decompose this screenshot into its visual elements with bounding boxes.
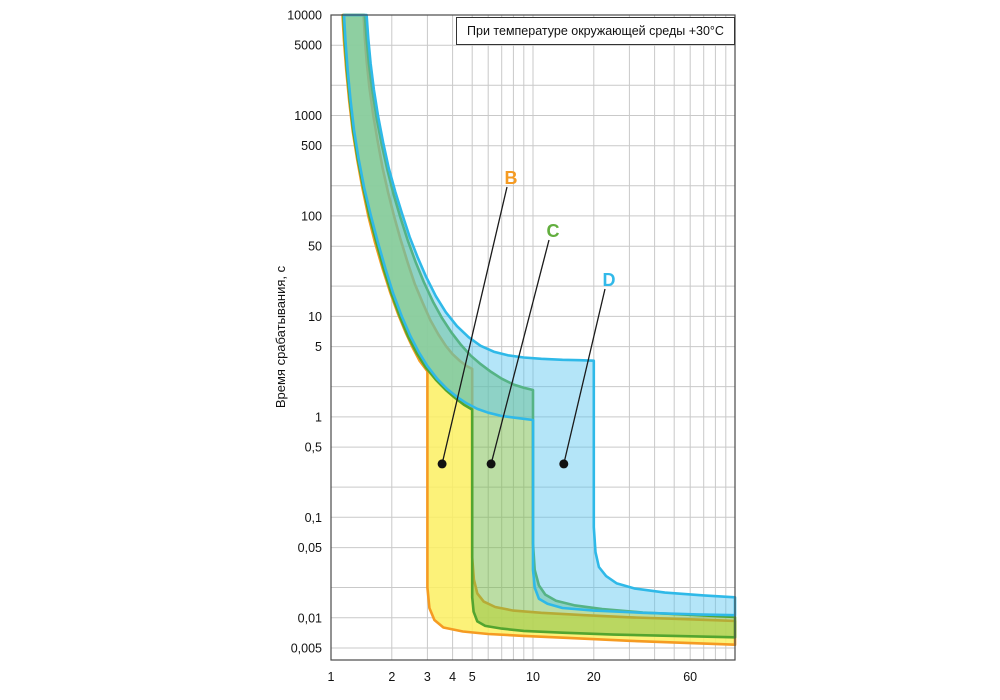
series-label-B: B	[505, 168, 518, 188]
x-tick-label: 1	[328, 670, 335, 684]
x-tick-label: 20	[587, 670, 601, 684]
y-tick-label: 0,05	[298, 541, 322, 555]
leader-line-B	[441, 186, 508, 465]
y-axis-title: Время срабатывания, с	[273, 265, 288, 409]
trip-band-D	[342, 13, 737, 617]
y-tick-label: 0,1	[305, 511, 322, 525]
series-annotations: B C D	[437, 168, 616, 469]
x-tick-label: 3	[424, 670, 431, 684]
y-tick-label: 1000	[294, 109, 322, 123]
leader-line-D	[563, 288, 606, 465]
x-tick-label: 5	[469, 670, 476, 684]
y-tick-label: 1	[315, 410, 322, 424]
y-tick-label: 10000	[287, 9, 322, 23]
x-tick-label: 4	[449, 670, 456, 684]
y-tick-label: 0,005	[291, 642, 322, 656]
marker-dot-D	[559, 459, 569, 469]
y-tick-label: 10	[308, 310, 322, 324]
y-tick-label: 500	[301, 139, 322, 153]
y-tick-label: 50	[308, 240, 322, 254]
x-tick-label: 10	[526, 670, 540, 684]
y-tick-label: 100	[301, 209, 322, 223]
leader-line-C	[490, 239, 550, 465]
series-label-D: D	[603, 270, 616, 290]
series-label-C: C	[547, 221, 560, 241]
y-tick-label: 0,01	[298, 611, 322, 625]
marker-dot-B	[437, 459, 447, 469]
plot-border	[330, 14, 736, 661]
gridlines	[330, 15, 736, 660]
x-tick-label: 60	[683, 670, 697, 684]
y-tick-label: 0,5	[305, 441, 322, 455]
y-tick-label: 5	[315, 340, 322, 354]
curve-bands	[341, 13, 737, 646]
tick-labels: 10000 5000 1000 500 100 50 10 5 1 0,5 0,1 0,05 0,01 0…	[287, 9, 697, 685]
y-tick-label: 5000	[294, 39, 322, 53]
ambient-temperature-note: При температуре окружающей среды +30°С	[456, 17, 735, 45]
plot-frame	[330, 14, 736, 661]
marker-dot-C	[486, 459, 496, 469]
x-tick-label: 2	[388, 670, 395, 684]
